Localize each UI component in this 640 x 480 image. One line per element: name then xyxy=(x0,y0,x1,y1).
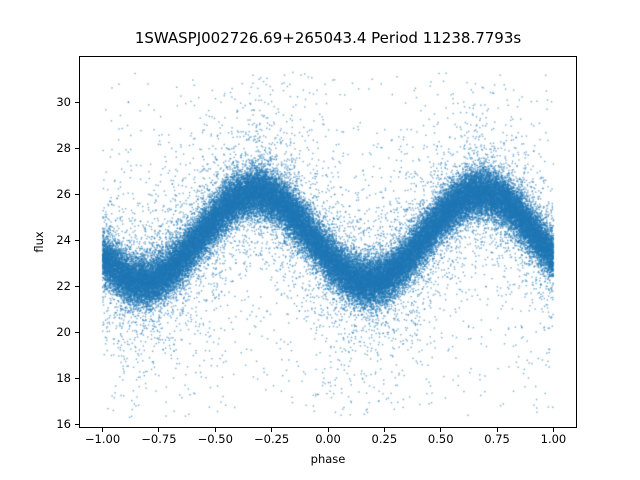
x-tick-mark xyxy=(214,428,216,432)
x-tick-mark xyxy=(327,428,329,432)
y-tick-mark xyxy=(75,378,79,380)
x-axis-label: phase xyxy=(310,452,346,466)
y-tick-label: 24 xyxy=(56,233,71,248)
y-tick-mark xyxy=(75,102,79,104)
x-tick-label: 0.75 xyxy=(484,432,510,446)
y-tick-mark xyxy=(75,286,79,288)
y-tick-mark xyxy=(75,148,79,150)
x-tick-label: 0.00 xyxy=(315,432,341,446)
scatter-canvas xyxy=(80,57,576,427)
y-tick-label: 16 xyxy=(56,417,71,432)
y-tick-mark xyxy=(75,194,79,196)
x-tick-label: −0.50 xyxy=(197,432,233,446)
x-tick-label: 0.50 xyxy=(427,432,454,446)
chart-title: 1SWASPJ002726.69+265043.4 Period 11238.7… xyxy=(134,29,522,47)
y-tick-label: 30 xyxy=(56,95,71,110)
y-tick-mark xyxy=(75,424,79,426)
x-tick-mark xyxy=(440,428,442,432)
x-tick-mark xyxy=(158,428,160,432)
y-tick-mark xyxy=(75,332,79,334)
x-tick-mark xyxy=(552,428,554,432)
x-tick-label: −0.75 xyxy=(141,432,177,446)
x-tick-label: −0.25 xyxy=(254,432,290,446)
x-tick-label: −1.00 xyxy=(84,432,121,446)
y-tick-label: 18 xyxy=(56,371,71,386)
y-tick-label: 20 xyxy=(56,325,71,340)
y-tick-mark xyxy=(75,240,79,242)
y-tick-label: 26 xyxy=(56,187,71,202)
x-tick-mark xyxy=(383,428,385,432)
x-tick-mark xyxy=(496,428,498,432)
y-axis-label: flux xyxy=(32,231,46,253)
plot-area xyxy=(79,56,577,428)
y-tick-label: 28 xyxy=(56,141,71,156)
x-tick-label: 1.00 xyxy=(540,432,567,446)
x-tick-mark xyxy=(271,428,273,432)
x-tick-mark xyxy=(102,428,104,432)
x-tick-label: 0.25 xyxy=(371,432,398,446)
y-tick-label: 22 xyxy=(56,279,71,294)
